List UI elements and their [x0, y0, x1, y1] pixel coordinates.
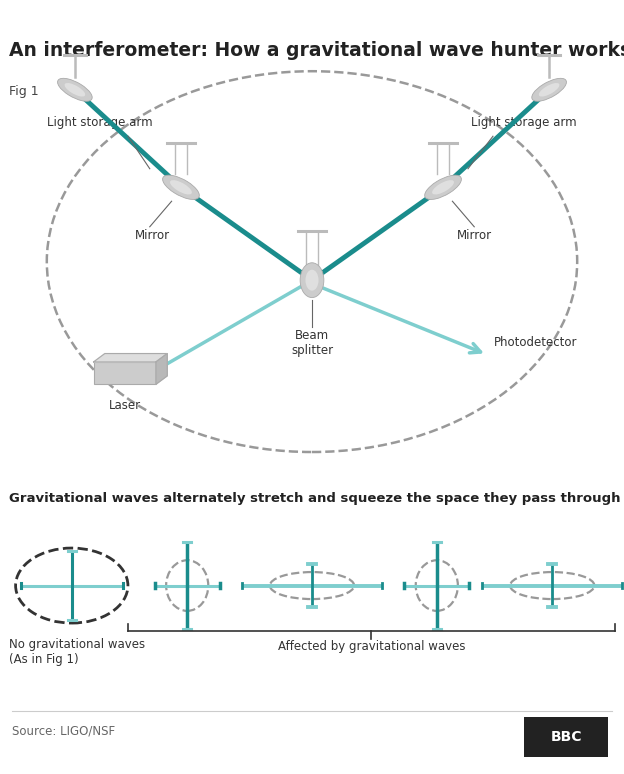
- Ellipse shape: [532, 78, 567, 101]
- Polygon shape: [156, 354, 167, 384]
- Text: Fig 1: Fig 1: [9, 85, 39, 98]
- FancyBboxPatch shape: [524, 717, 608, 757]
- Ellipse shape: [300, 263, 324, 298]
- Polygon shape: [94, 354, 167, 362]
- Text: Gravitational waves alternately stretch and squeeze the space they pass through: Gravitational waves alternately stretch …: [9, 491, 621, 505]
- Ellipse shape: [57, 78, 92, 101]
- Ellipse shape: [64, 83, 85, 97]
- Text: Mirror: Mirror: [135, 229, 170, 242]
- Text: No gravitational waves
(As in Fig 1): No gravitational waves (As in Fig 1): [9, 638, 145, 666]
- Text: An interferometer: How a gravitational wave hunter works: An interferometer: How a gravitational w…: [9, 41, 624, 60]
- Ellipse shape: [432, 180, 454, 194]
- Bar: [94, 362, 156, 384]
- Text: Photodetector: Photodetector: [494, 337, 578, 349]
- Text: Light storage arm: Light storage arm: [47, 116, 153, 129]
- Text: BBC: BBC: [550, 730, 582, 744]
- Text: Light storage arm: Light storage arm: [471, 116, 577, 129]
- Text: Mirror: Mirror: [457, 229, 492, 242]
- Ellipse shape: [163, 175, 199, 200]
- Ellipse shape: [425, 175, 461, 200]
- Ellipse shape: [306, 270, 318, 291]
- Ellipse shape: [539, 83, 560, 97]
- Text: Laser: Laser: [109, 399, 141, 412]
- Ellipse shape: [170, 180, 192, 194]
- Text: Source: LIGO/NSF: Source: LIGO/NSF: [12, 725, 115, 738]
- Text: Beam
splitter: Beam splitter: [291, 329, 333, 357]
- Text: Affected by gravitational waves: Affected by gravitational waves: [278, 640, 465, 652]
